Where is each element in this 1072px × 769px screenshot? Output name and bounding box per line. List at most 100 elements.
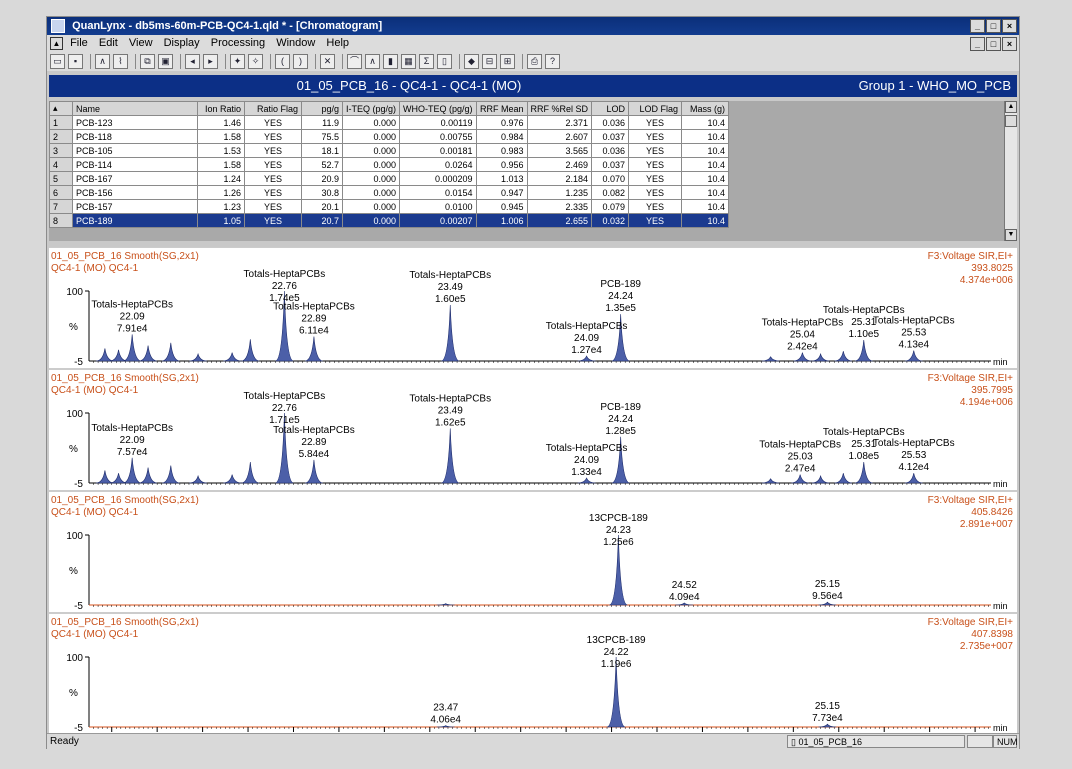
table-row[interactable]: 4 PCB-114 1.58 YES 52.7 0.000 0.0264 0.956 2.469… <box>49 157 730 172</box>
document-icon[interactable]: ▲ <box>50 37 63 50</box>
table-cell[interactable]: PCB-167 <box>72 171 198 186</box>
table-cell[interactable]: 2.371 <box>526 115 593 130</box>
table-cell[interactable]: 1.006 <box>475 213 528 228</box>
table-cell[interactable]: 2.607 <box>526 129 593 144</box>
table-cell[interactable]: 2.184 <box>526 171 593 186</box>
table-cell[interactable]: 1.05 <box>197 213 245 228</box>
menu-edit[interactable]: Edit <box>98 37 118 49</box>
column-header[interactable]: pg/g <box>301 101 343 116</box>
table-cell[interactable]: 0.082 <box>591 185 630 200</box>
menu-help[interactable]: Help <box>326 37 350 49</box>
range-left-icon[interactable]: ( <box>275 53 290 69</box>
table-cell[interactable]: 0.976 <box>475 115 528 130</box>
table-cell[interactable]: YES <box>628 185 683 200</box>
table-cell[interactable]: 1.58 <box>197 157 245 172</box>
table-cell[interactable]: 0.0154 <box>399 185 477 200</box>
prev-icon[interactable]: ◂ <box>185 53 200 69</box>
table-cell[interactable]: YES <box>628 157 683 172</box>
range-right-icon[interactable]: ) <box>293 53 308 69</box>
peak-icon[interactable]: ∧ <box>95 53 110 69</box>
table-cell[interactable]: 1.26 <box>197 185 245 200</box>
table-cell[interactable]: 10.4 <box>681 143 730 158</box>
table-cell[interactable]: 75.5 <box>301 129 343 144</box>
row-number[interactable]: 8 <box>49 213 73 228</box>
column-header[interactable]: Name <box>72 101 198 116</box>
child-restore-button[interactable]: □ <box>986 37 1001 51</box>
table-cell[interactable]: 1.46 <box>197 115 245 130</box>
row-number[interactable]: 5 <box>49 171 73 186</box>
column-header[interactable]: Ratio Flag <box>244 101 302 116</box>
table-cell[interactable]: 0.079 <box>591 199 630 214</box>
table-cell[interactable]: 10.4 <box>681 213 730 228</box>
table-cell[interactable]: YES <box>628 199 683 214</box>
scroll-down-icon[interactable]: ▼ <box>1005 229 1017 241</box>
menu-processing[interactable]: Processing <box>210 37 266 49</box>
child-close-button[interactable]: × <box>1002 37 1017 51</box>
corner-cell[interactable]: ▴ <box>49 101 73 116</box>
spectrum-icon[interactable]: ⌒ <box>347 53 362 69</box>
table-cell[interactable]: 0.945 <box>475 199 528 214</box>
table-cell[interactable]: 2.469 <box>526 157 593 172</box>
table-cell[interactable]: 0.037 <box>591 157 630 172</box>
chromatogram-icon[interactable]: ∧ <box>365 53 380 69</box>
table-cell[interactable]: 0.00119 <box>399 115 477 130</box>
table-cell[interactable]: YES <box>244 171 302 186</box>
table-cell[interactable]: 1.23 <box>197 199 245 214</box>
table-cell[interactable]: 20.7 <box>301 213 343 228</box>
child-minimize-button[interactable]: _ <box>970 37 985 51</box>
table-cell[interactable]: PCB-156 <box>72 185 198 200</box>
zoom-in-icon[interactable]: ✦ <box>230 53 245 69</box>
autoscale-icon[interactable]: ✕ <box>320 53 335 69</box>
print-icon[interactable]: ⎙ <box>527 53 542 69</box>
table-cell[interactable]: 10.4 <box>681 199 730 214</box>
scroll-thumb[interactable] <box>1005 115 1017 127</box>
table-cell[interactable]: 0.000 <box>341 199 401 214</box>
row-number[interactable]: 1 <box>49 115 73 130</box>
column-header[interactable]: WHO-TEQ (pg/g) <box>399 101 477 116</box>
save-icon[interactable]: ▪ <box>68 53 83 69</box>
table-cell[interactable]: 0.032 <box>591 213 630 228</box>
table-row[interactable]: 3 PCB-105 1.53 YES 18.1 0.000 0.00181 0.983 3.56… <box>49 143 730 158</box>
menu-file[interactable]: File <box>70 37 88 49</box>
table-cell[interactable]: 1.013 <box>475 171 528 186</box>
table-cell[interactable]: YES <box>244 213 302 228</box>
table-scrollbar[interactable]: ▲ ▼ <box>1004 101 1017 241</box>
table-cell[interactable]: 10.4 <box>681 115 730 130</box>
open-icon[interactable]: ▭ <box>50 53 65 69</box>
table-cell[interactable]: YES <box>628 213 683 228</box>
table-cell[interactable]: PCB-105 <box>72 143 198 158</box>
table-cell[interactable]: 0.000 <box>341 185 401 200</box>
table-cell[interactable]: 1.53 <box>197 143 245 158</box>
table-row[interactable]: 1 PCB-123 1.46 YES 11.9 0.000 0.00119 0.976 2.37… <box>49 115 730 130</box>
table-row[interactable]: 5 PCB-167 1.24 YES 20.9 0.000 0.000209 1.013 2.1… <box>49 171 730 186</box>
column-header[interactable]: LOD Flag <box>628 101 683 116</box>
table-cell[interactable]: 10.4 <box>681 185 730 200</box>
row-number[interactable]: 6 <box>49 185 73 200</box>
scroll-up-icon[interactable]: ▲ <box>1005 101 1017 113</box>
menu-display[interactable]: Display <box>163 37 200 49</box>
table-cell[interactable]: 0.000 <box>341 115 401 130</box>
table-cell[interactable]: YES <box>244 185 302 200</box>
table-cell[interactable]: 0.000209 <box>399 171 477 186</box>
table-cell[interactable]: PCB-123 <box>72 115 198 130</box>
row-number[interactable]: 4 <box>49 157 73 172</box>
table-cell[interactable]: 0.070 <box>591 171 630 186</box>
table-cell[interactable]: 0.947 <box>475 185 528 200</box>
table-cell[interactable]: 0.036 <box>591 115 630 130</box>
table-cell[interactable]: 0.000 <box>341 213 401 228</box>
table-cell[interactable]: 0.000 <box>341 171 401 186</box>
table-cell[interactable]: 0.00181 <box>399 143 477 158</box>
row-number[interactable]: 2 <box>49 129 73 144</box>
table-cell[interactable]: 2.655 <box>526 213 593 228</box>
copy-icon[interactable]: ⧉ <box>140 53 155 69</box>
table-cell[interactable]: 0.984 <box>475 129 528 144</box>
table-cell[interactable]: YES <box>244 143 302 158</box>
table-cell[interactable]: 0.00755 <box>399 129 477 144</box>
table-cell[interactable]: YES <box>244 129 302 144</box>
column-header[interactable]: RRF %Rel SD <box>526 101 593 116</box>
table-cell[interactable]: 20.1 <box>301 199 343 214</box>
column-header[interactable]: Mass (g) <box>681 101 730 116</box>
display-icon[interactable]: ▣ <box>158 53 173 69</box>
table-cell[interactable]: 3.565 <box>526 143 593 158</box>
table-cell[interactable]: YES <box>244 115 302 130</box>
